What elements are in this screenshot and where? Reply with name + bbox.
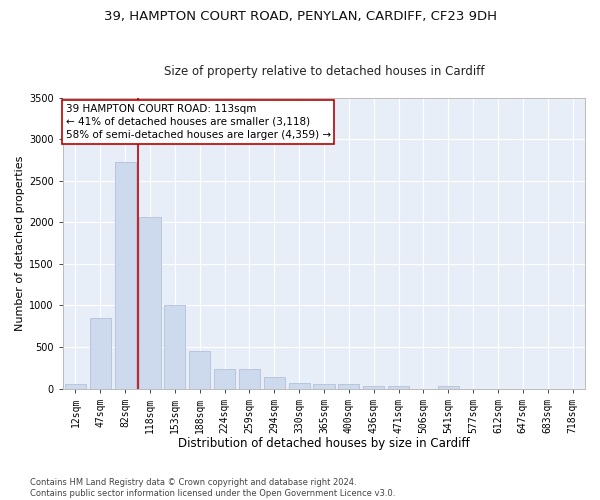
Bar [363, 386, 384, 388]
Bar [65, 384, 86, 388]
Bar [115, 162, 136, 388]
Text: 39 HAMPTON COURT ROAD: 113sqm
← 41% of detached houses are smaller (3,118)
58% o: 39 HAMPTON COURT ROAD: 113sqm ← 41% of d… [65, 104, 331, 140]
Bar [388, 386, 409, 388]
Bar [164, 306, 185, 388]
Bar [214, 370, 235, 388]
Bar [313, 384, 335, 388]
Bar [338, 384, 359, 388]
Bar [139, 218, 161, 388]
Text: Contains HM Land Registry data © Crown copyright and database right 2024.
Contai: Contains HM Land Registry data © Crown c… [30, 478, 395, 498]
Y-axis label: Number of detached properties: Number of detached properties [15, 156, 25, 331]
Text: 39, HAMPTON COURT ROAD, PENYLAN, CARDIFF, CF23 9DH: 39, HAMPTON COURT ROAD, PENYLAN, CARDIFF… [104, 10, 497, 23]
Bar [438, 386, 459, 388]
Bar [89, 318, 111, 388]
Bar [289, 382, 310, 388]
Bar [263, 378, 285, 388]
Title: Size of property relative to detached houses in Cardiff: Size of property relative to detached ho… [164, 66, 484, 78]
Bar [239, 370, 260, 388]
X-axis label: Distribution of detached houses by size in Cardiff: Distribution of detached houses by size … [178, 437, 470, 450]
Bar [189, 351, 210, 389]
